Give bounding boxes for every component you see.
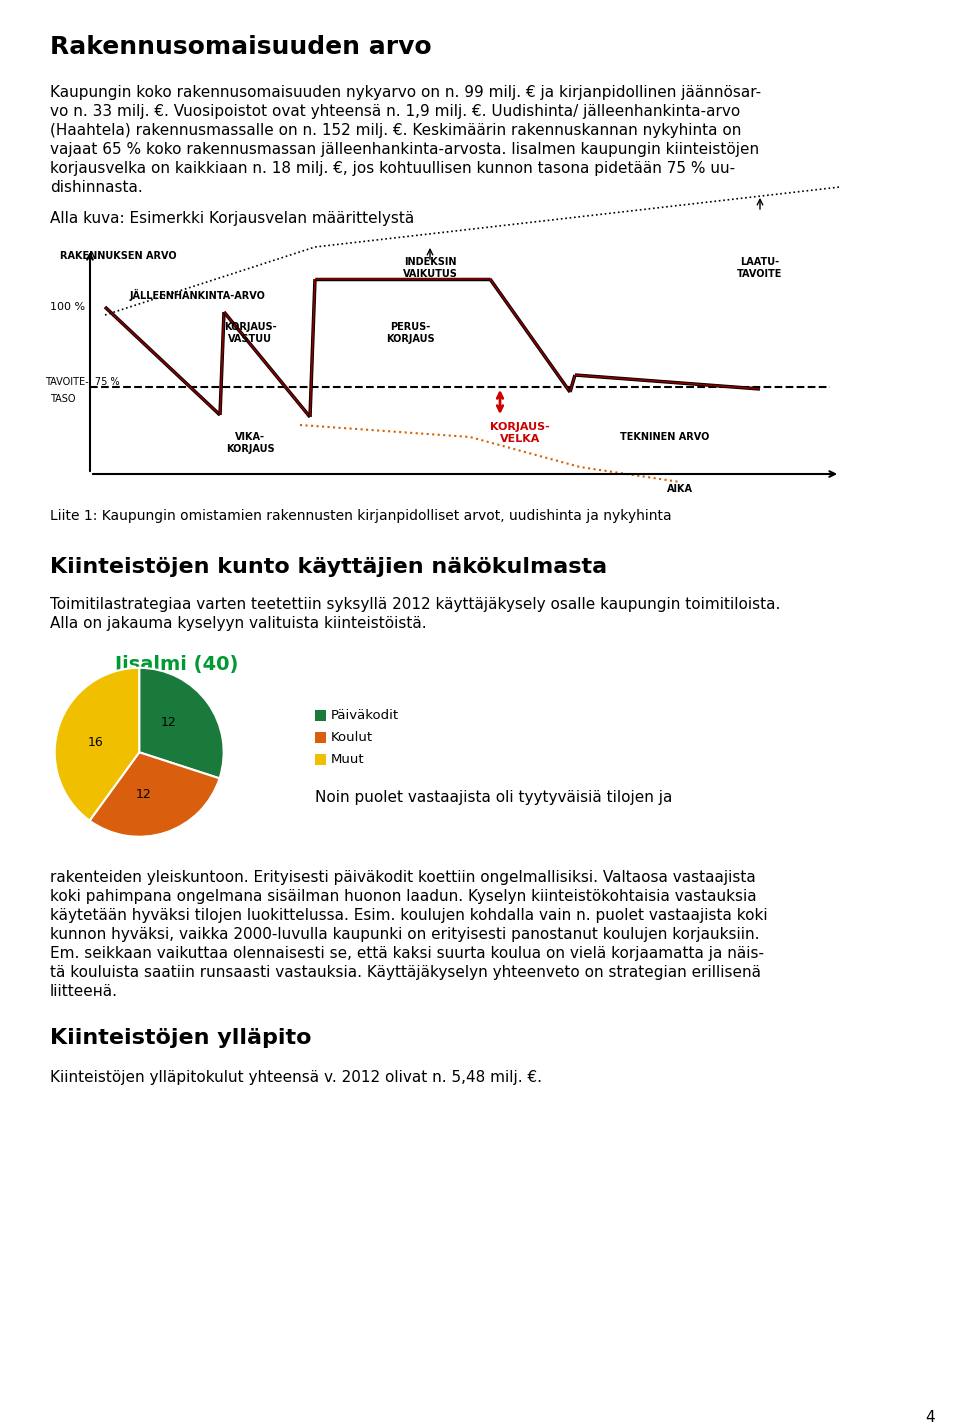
Text: KORJAUS-
VASTUU: KORJAUS- VASTUU	[224, 323, 276, 344]
Text: Alla on jakauma kyselyyn valituista kiinteistöistä.: Alla on jakauma kyselyyn valituista kiin…	[50, 616, 426, 631]
Text: 100 %: 100 %	[50, 303, 85, 313]
Text: JÄLLEENHANKINTA-ARVO: JÄLLEENHANKINTA-ARVO	[130, 290, 266, 301]
Bar	[315, 711, 326, 721]
Text: Rakennusomaisuuden arvo: Rakennusomaisuuden arvo	[50, 36, 432, 59]
Text: 12: 12	[161, 716, 177, 729]
Bar	[315, 732, 326, 743]
Text: (Haahtela) rakennusmassalle on n. 152 milj. €. Keskimäärin rakennuskannan nykyhi: (Haahtela) rakennusmassalle on n. 152 mi…	[50, 123, 741, 138]
Text: Iisalmi (40): Iisalmi (40)	[115, 655, 238, 674]
Text: Kiinteistöjen kunto käyttäjien näkökulmasta: Kiinteistöjen kunto käyttäjien näkökulma…	[50, 557, 607, 577]
Text: koki pahimpana ongelmana sisäilman huonon laadun. Kyselyn kiinteistökohtaisia va: koki pahimpana ongelmana sisäilman huono…	[50, 889, 756, 903]
Wedge shape	[55, 668, 139, 821]
Text: käytetään hyväksi tilojen luokittelussa. Esim. koulujen kohdalla vain n. puolet : käytetään hyväksi tilojen luokittelussa.…	[50, 908, 768, 923]
Text: 16: 16	[87, 736, 103, 749]
Text: 4: 4	[925, 1410, 935, 1426]
Text: PERUS-
KORJAUS: PERUS- KORJAUS	[386, 323, 434, 344]
Bar	[315, 753, 326, 765]
Text: KORJAUS-
VELKA: KORJAUS- VELKA	[491, 422, 550, 444]
Text: kunnon hyväksi, vaikka 2000-luvulla kaupunki on erityisesti panostanut koulujen : kunnon hyväksi, vaikka 2000-luvulla kaup…	[50, 928, 759, 942]
Wedge shape	[89, 752, 220, 836]
Text: TEKNINEN ARVO: TEKNINEN ARVO	[620, 432, 709, 442]
Text: Alla kuva: Esimerkki Korjausvelan määrittelystä: Alla kuva: Esimerkki Korjausvelan määrit…	[50, 211, 415, 225]
Text: korjausvelka on kaikkiaan n. 18 milj. €, jos kohtuullisen kunnon tasona pidetään: korjausvelka on kaikkiaan n. 18 milj. €,…	[50, 161, 735, 176]
Text: Kiinteistöjen ylläpito: Kiinteistöjen ylläpito	[50, 1027, 311, 1047]
Text: Toimitilastrategiaa varten teetettiin syksyllä 2012 käyttäjäkysely osalle kaupun: Toimitilastrategiaa varten teetettiin sy…	[50, 596, 780, 612]
Text: TAVOITE-  75 %: TAVOITE- 75 %	[45, 377, 120, 387]
Text: VIKA-
KORJAUS: VIKA- KORJAUS	[226, 432, 275, 454]
Text: Koulut: Koulut	[331, 731, 373, 743]
Text: Päiväkodit: Päiväkodit	[331, 709, 399, 722]
Text: rakenteiden yleiskuntoon. Erityisesti päiväkodit koettiin ongelmallisiksi. Valta: rakenteiden yleiskuntoon. Erityisesti pä…	[50, 870, 756, 885]
Text: Kiinteistöjen ylläpitokulut yhteensä v. 2012 olivat n. 5,48 milj. €.: Kiinteistöjen ylläpitokulut yhteensä v. …	[50, 1070, 542, 1085]
Text: Liite 1: Kaupungin omistamien rakennusten kirjanpidolliset arvot, uudishinta ja : Liite 1: Kaupungin omistamien rakennuste…	[50, 509, 672, 524]
Text: dishinnasta.: dishinnasta.	[50, 180, 143, 195]
Text: AIKA: AIKA	[667, 484, 693, 494]
Text: tä kouluista saatiin runsaasti vastauksia. Käyttäjäkyselyn yhteenveto on strateg: tä kouluista saatiin runsaasti vastauksi…	[50, 965, 761, 980]
Text: Em. seikkaan vaikuttaa olennaisesti se, että kaksi suurta koulua on vielä korjaa: Em. seikkaan vaikuttaa olennaisesti se, …	[50, 946, 764, 960]
Text: 12: 12	[135, 788, 152, 801]
Text: TASO: TASO	[50, 394, 76, 404]
Text: Noin puolet vastaajista oli tyytyväisiä tilojen ja: Noin puolet vastaajista oli tyytyväisiä …	[315, 791, 672, 805]
Text: RAKENNUKSEN ARVO: RAKENNUKSEN ARVO	[60, 251, 177, 261]
Text: Kaupungin koko rakennusomaisuuden nykyarvo on n. 99 milj. € ja kirjanpidollinen : Kaupungin koko rakennusomaisuuden nykyar…	[50, 86, 761, 100]
Wedge shape	[139, 668, 224, 778]
Text: liitteeнä.: liitteeнä.	[50, 985, 118, 999]
Text: vo n. 33 milj. €. Vuosipoistot ovat yhteensä n. 1,9 milj. €. Uudishinta/ jälleen: vo n. 33 milj. €. Vuosipoistot ovat yhte…	[50, 104, 740, 118]
Text: vajaat 65 % koko rakennusmassan jälleenhankinta-arvosta. Iisalmen kaupungin kiin: vajaat 65 % koko rakennusmassan jälleenh…	[50, 143, 759, 157]
Text: Muut: Muut	[331, 753, 365, 766]
Text: INDEKSIN
VAIKUTUS: INDEKSIN VAIKUTUS	[402, 257, 457, 278]
Text: LAATU-
TAVOITE: LAATU- TAVOITE	[737, 257, 782, 278]
